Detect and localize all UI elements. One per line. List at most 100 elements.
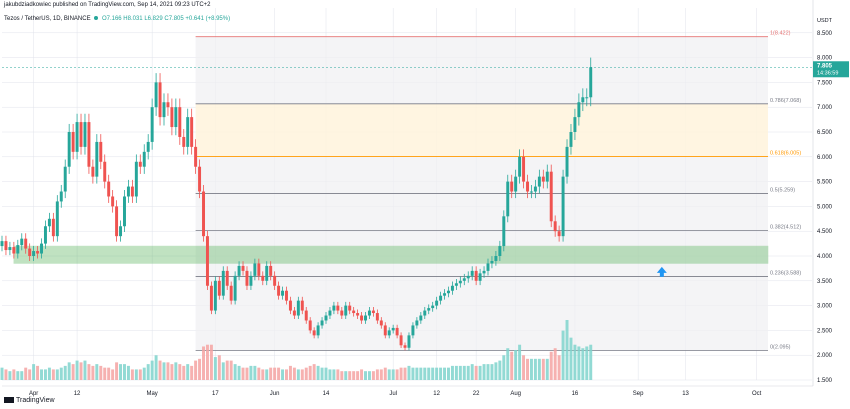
volume-bar [553, 348, 557, 380]
candle-body [561, 176, 565, 237]
volume-bar [249, 365, 253, 380]
tradingview-logo[interactable]: TradingView [4, 397, 55, 404]
candle-body [431, 305, 435, 309]
volume-bar [526, 358, 529, 380]
x-tick-label: 12 [433, 391, 440, 397]
volume-bar [356, 371, 360, 380]
volume-bar [47, 367, 51, 380]
candle-body [383, 325, 387, 336]
candle-body [59, 191, 63, 202]
candle-body [336, 305, 340, 311]
y-tick-label: 2.500 [817, 328, 833, 334]
volume-bar [209, 344, 213, 380]
candle-body [443, 293, 447, 296]
volume-bar [518, 344, 522, 380]
volume-bar [403, 367, 407, 380]
y-tick-label: 1.500 [817, 378, 833, 384]
candle-body [537, 176, 541, 187]
volume-bar [348, 371, 352, 380]
candle-body [154, 82, 158, 108]
candle-body [577, 102, 581, 118]
volume-bar [67, 362, 71, 380]
x-tick-label: Oct [752, 391, 762, 397]
candle-body [569, 132, 573, 147]
candle-body [300, 300, 304, 311]
volume-bar [237, 365, 241, 380]
candle-body [529, 191, 533, 193]
volume-bar [352, 371, 356, 380]
volume-bar [225, 360, 229, 380]
volume-bar [427, 367, 431, 380]
volume-bar [450, 365, 454, 380]
candle-body [273, 275, 277, 286]
volume-bar [577, 346, 581, 380]
countdown-label: 14:36:59 [817, 70, 838, 76]
volume-bar [462, 365, 466, 380]
candle-body [241, 265, 245, 271]
volume-bar [506, 348, 510, 380]
volume-bar [292, 367, 296, 380]
candle-body [150, 107, 154, 142]
y-tick-label: 2.000 [817, 353, 833, 359]
fib-band [195, 276, 769, 351]
volume-bar [423, 367, 427, 380]
volume-bar [20, 371, 24, 380]
fib-band [195, 230, 769, 277]
fib-band [195, 36, 769, 104]
volume-bar [79, 362, 83, 380]
volume-bar [115, 362, 119, 380]
candle-body [194, 146, 198, 167]
volume-bar [379, 369, 383, 380]
y-tick-label: 8.000 [817, 56, 833, 62]
volume-bar [490, 364, 494, 380]
candle-body [541, 176, 545, 182]
candle-body [162, 102, 166, 118]
volume-bar [257, 367, 261, 380]
volume-bar [300, 369, 304, 380]
candle-body [257, 263, 261, 276]
candle-body [217, 280, 221, 296]
volume-bar [261, 369, 265, 380]
symbol-line[interactable]: Tezos / TetherUS, 1D, BINANCE O7.166 H8.… [4, 16, 230, 22]
candle-body [288, 300, 292, 311]
arrow-up-icon [656, 266, 667, 277]
y-tick-label: 6.500 [817, 130, 833, 136]
candle-body [399, 335, 403, 346]
candle-body [462, 278, 466, 281]
fib-label: 0.382(4.512) [770, 225, 801, 231]
ohlc-low: L6.829 [144, 16, 163, 22]
volume-bar [241, 367, 245, 380]
candle-body [249, 275, 253, 286]
candle-body [99, 141, 103, 162]
fib-label: 0(2.095) [770, 344, 791, 350]
volume-bar [245, 367, 249, 380]
candle-body [557, 231, 561, 237]
candle-body [229, 285, 233, 301]
volume-bar [59, 367, 63, 380]
volume-bar [95, 364, 99, 380]
candle-body [28, 248, 32, 256]
candle-body [502, 216, 506, 247]
volume-bar [367, 371, 371, 380]
fib-label: 1(8.422) [770, 31, 791, 37]
candle-body [130, 186, 134, 197]
candle-body [79, 122, 83, 147]
candle-body [506, 181, 510, 217]
volume-bar [190, 365, 194, 380]
candle-body [4, 241, 8, 251]
volume-bar [466, 365, 470, 380]
fib-label: 0.618(6.005) [770, 151, 801, 157]
candle-body [447, 290, 450, 294]
volume-bar [308, 365, 312, 380]
status-dot-icon [94, 16, 99, 20]
volume-bar [482, 364, 486, 380]
volume-bar [545, 358, 549, 380]
candle-body [71, 132, 75, 152]
candle-body [407, 335, 411, 348]
volume-bar [533, 358, 537, 380]
candle-body [265, 265, 269, 281]
candle-body [450, 285, 454, 291]
volume-bar [435, 367, 439, 380]
candle-body [16, 245, 20, 254]
